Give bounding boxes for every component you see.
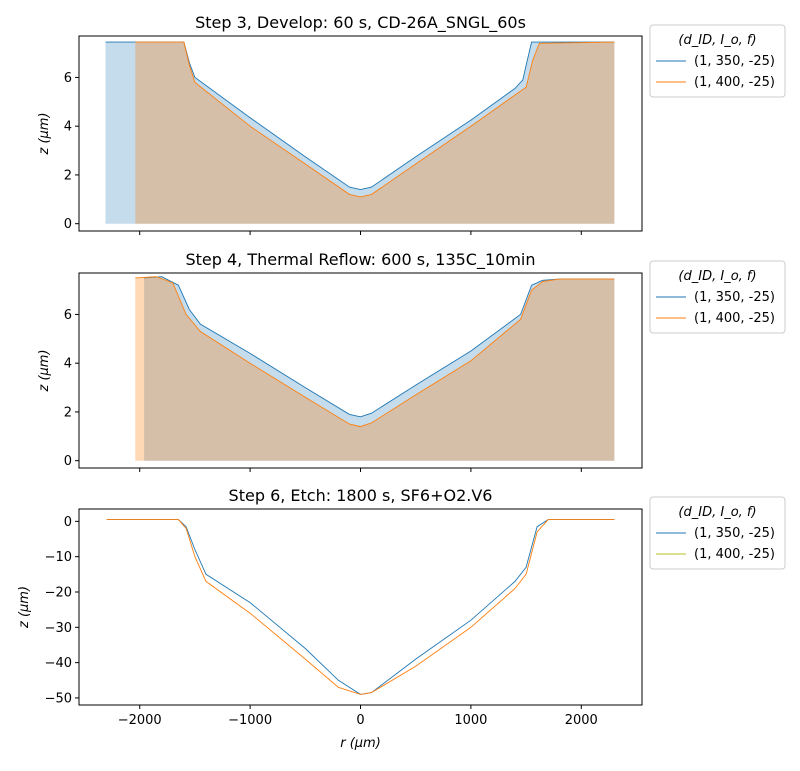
y-tick-label: −10: [45, 550, 72, 565]
chart-title: Step 6, Etch: 1800 s, SF6+O2.V6: [229, 486, 493, 505]
y-tick-label: 4: [64, 120, 72, 135]
legend-box: [649, 260, 786, 334]
y-tick-label: −40: [45, 656, 72, 671]
y-tick-label: 0: [64, 217, 72, 232]
chart-panel-2: 0 2 4 6 Step 4, Thermal Reflow: 600 s, 135C_…: [37, 250, 786, 472]
x-tick-label: −1000: [228, 713, 272, 728]
series-line-1: [105, 41, 615, 191]
legend-entry: (1, 350, -25): [694, 290, 775, 305]
legend-entry: (1, 400, -25): [694, 75, 775, 90]
chart-panel-1: 0 2 4 6 Step 3, Develop: 60 s, CD-26A_SNGL_6…: [37, 13, 786, 235]
series-line-2: [135, 276, 615, 428]
chart-panel-3: 0 −10 −20 −30 −40 −50 −2000 −1000 0 1000 2000 Step …: [17, 486, 786, 751]
y-tick-label: 6: [64, 71, 72, 86]
series-line-1: [144, 276, 615, 418]
series-fill-2: [135, 42, 615, 224]
chart-title: Step 4, Thermal Reflow: 600 s, 135C_10mi…: [185, 250, 535, 270]
series-fill-1: [105, 42, 615, 224]
series-line-1: [106, 519, 615, 695]
y-tick-label: 2: [64, 405, 72, 420]
x-tick-label: 1000: [454, 713, 487, 728]
y-axis-label: z (µm): [17, 586, 32, 629]
series-line-2: [135, 41, 615, 198]
y-tick-label: 6: [64, 308, 72, 323]
legend-box: [649, 496, 786, 570]
y-tick-label: −50: [45, 691, 72, 706]
x-tick-label: 0: [356, 713, 364, 728]
legend-title: (d_ID, I_o, f): [678, 505, 756, 520]
series-line-2: [106, 519, 615, 695]
y-tick-label: 4: [64, 357, 72, 372]
y-tick-label: 2: [64, 168, 72, 183]
legend: (d_ID, I_o, f) (1, 350, -25) (1, 400, -25): [649, 260, 786, 334]
series-fill-2: [135, 276, 615, 461]
y-tick-label: 0: [64, 515, 72, 530]
y-axis-label: z (µm): [37, 112, 52, 155]
legend-box: [649, 24, 786, 98]
legend-title: (d_ID, I_o, f): [678, 269, 756, 284]
series-fill-1: [144, 276, 615, 461]
x-tick-label: 2000: [565, 713, 598, 728]
legend-entry: (1, 350, -25): [694, 54, 775, 69]
y-tick-label: −20: [45, 585, 72, 600]
x-tick-label: −2000: [118, 713, 162, 728]
legend-entry: (1, 400, -25): [694, 311, 775, 326]
x-axis-label: r (µm): [340, 736, 381, 751]
legend-entry: (1, 400, -25): [694, 547, 775, 562]
legend-title: (d_ID, I_o, f): [678, 33, 756, 48]
y-tick-label: −30: [45, 621, 72, 636]
y-axis-label: z (µm): [37, 349, 52, 392]
legend-entry: (1, 350, -25): [694, 526, 775, 541]
axes-frame: [78, 508, 643, 706]
legend: (d_ID, I_o, f) (1, 350, -25) (1, 400, -25): [649, 496, 786, 570]
legend: (d_ID, I_o, f) (1, 350, -25) (1, 400, -25): [649, 24, 786, 98]
chart-title: Step 3, Develop: 60 s, CD-26A_SNGL_60s: [195, 13, 526, 33]
y-tick-label: 0: [64, 454, 72, 469]
